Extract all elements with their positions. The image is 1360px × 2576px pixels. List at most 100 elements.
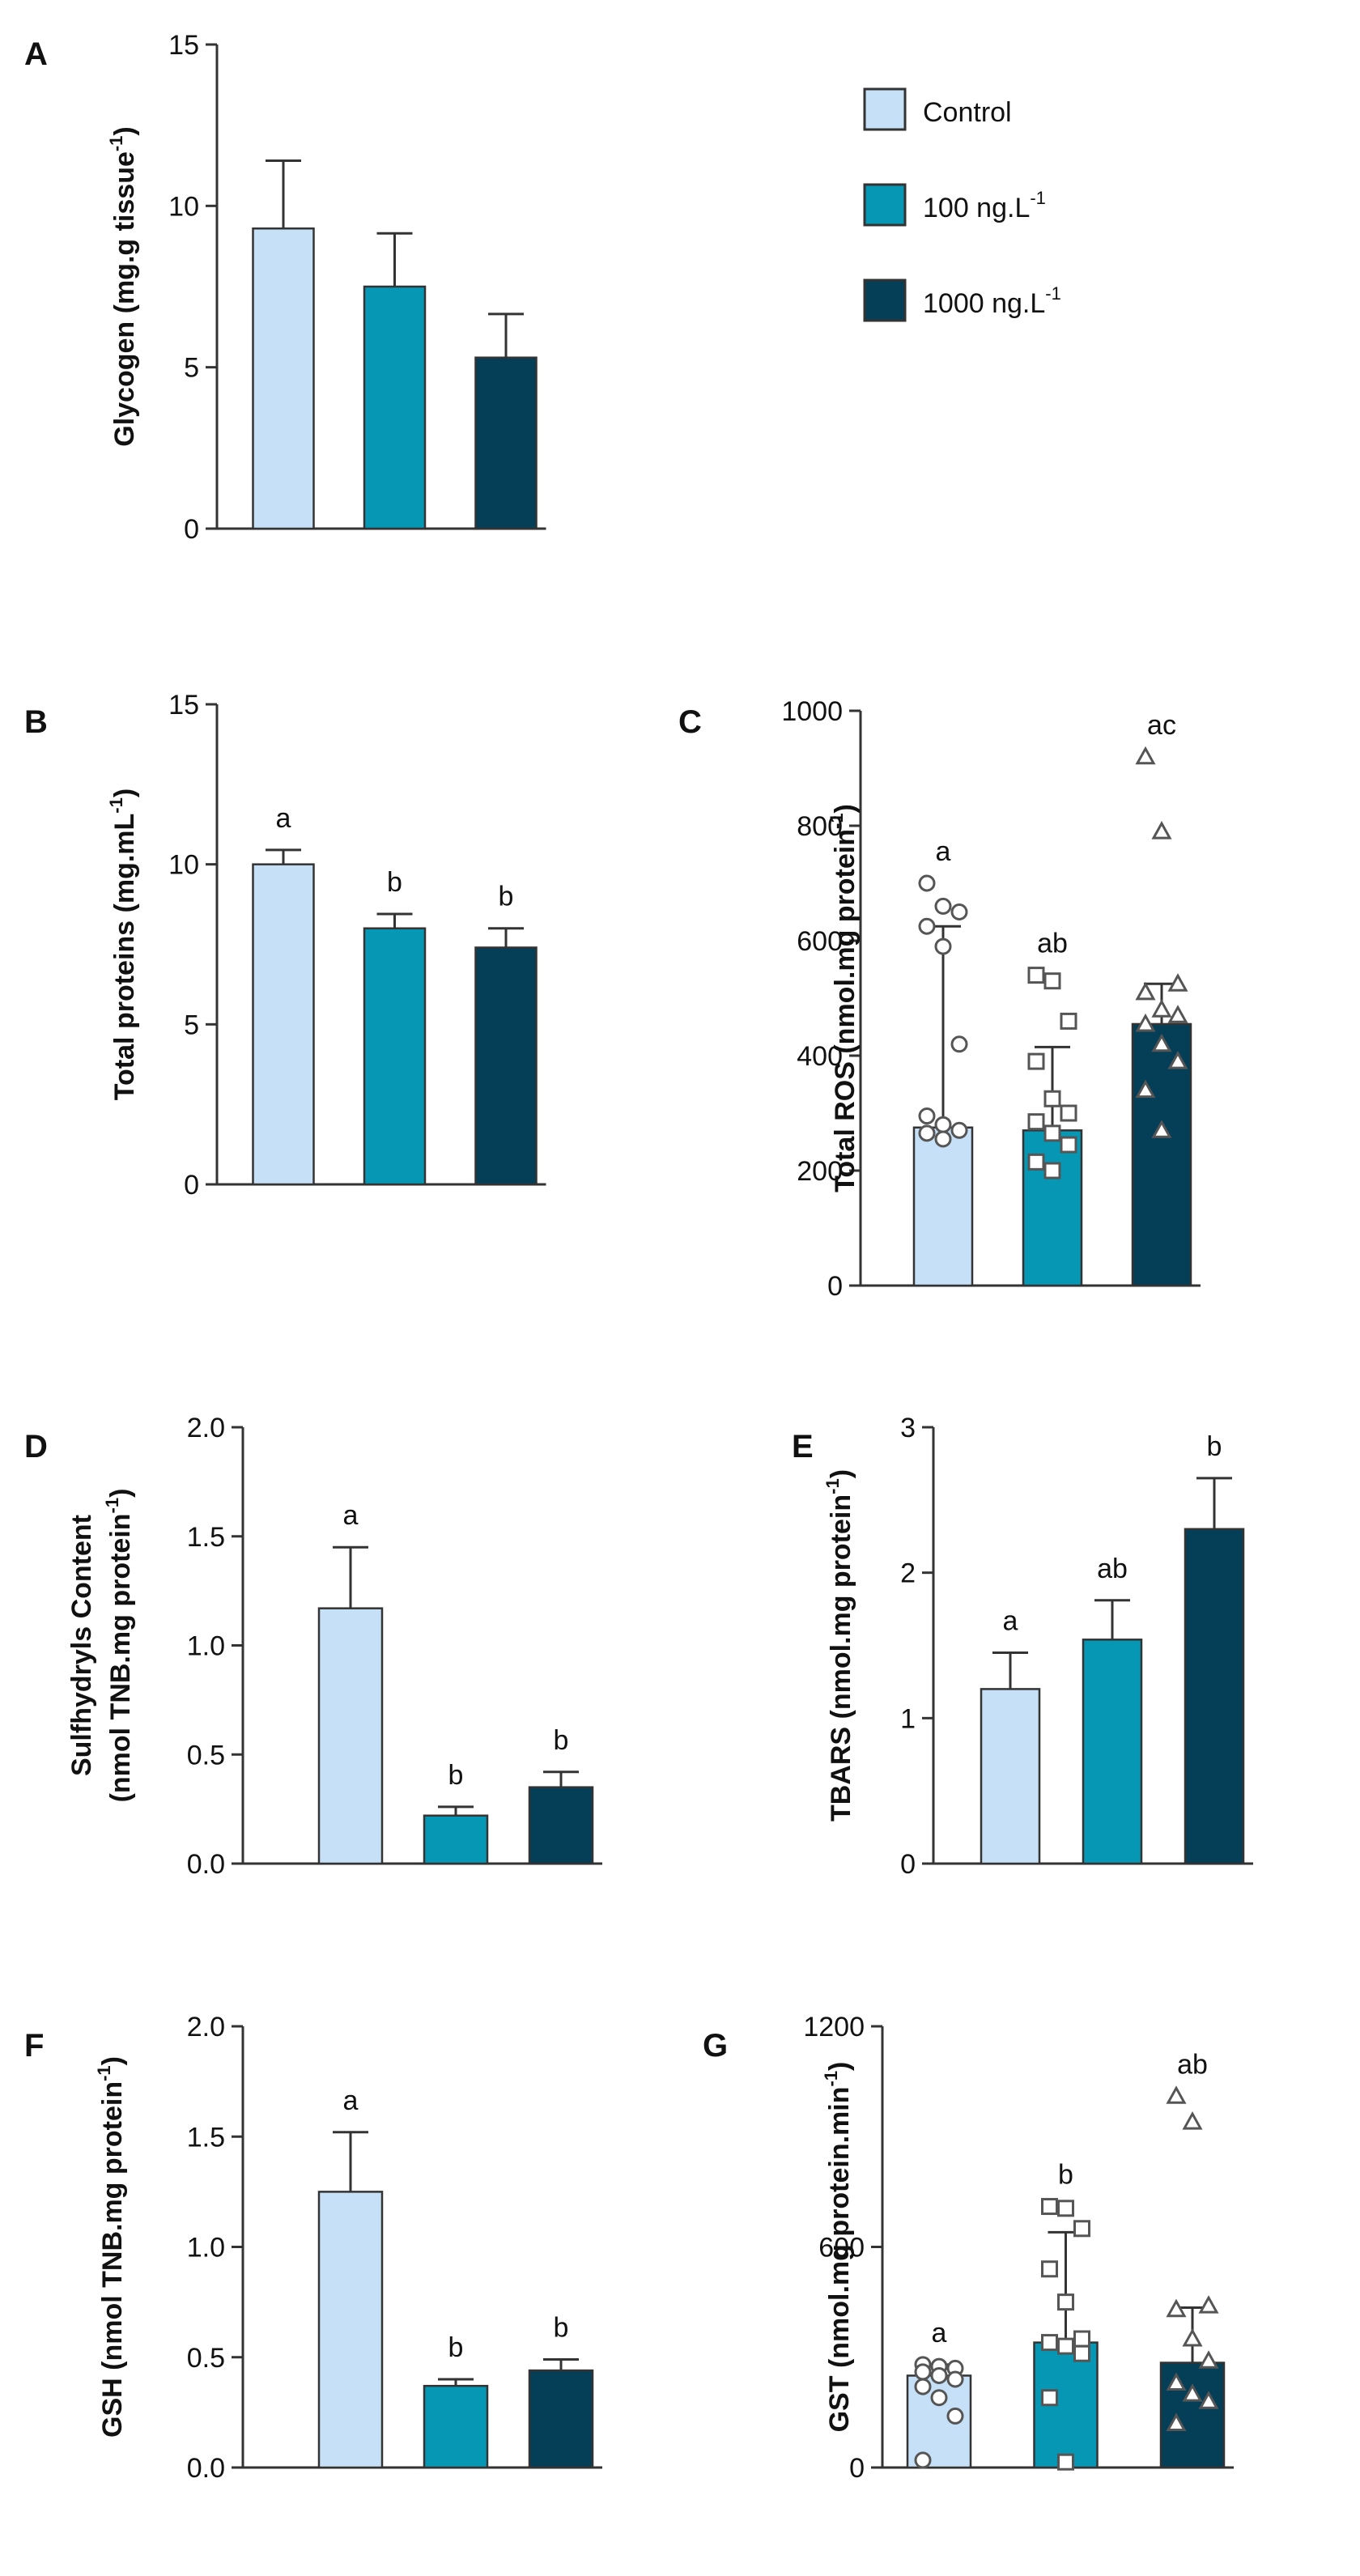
data-point-C-1 — [918, 917, 936, 935]
significance-label-G-2: b — [1058, 2160, 1073, 2191]
y-axis-title-A-close: ) — [109, 126, 140, 135]
y-tick-label-C: 600 — [797, 926, 843, 957]
y-tick-label-E: 3 — [900, 1413, 916, 1443]
significance-label-B-2: b — [387, 867, 402, 898]
y-tick-label-D: 0.0 — [187, 1849, 225, 1880]
legend: Control 100 ng.L-1 1000 ng.L-1 — [863, 87, 1061, 322]
bar-F-2 — [423, 2384, 489, 2469]
y-axis-title-A: Glycogen (mg.g tissue-1) — [106, 126, 140, 447]
y-tick-label-B: 15 — [168, 690, 199, 721]
data-point-C-2 — [1027, 1113, 1045, 1131]
data-point-G-1 — [914, 2451, 932, 2469]
data-point-C-3 — [1135, 1013, 1156, 1032]
bar-F-3 — [528, 2369, 594, 2469]
data-point-G-2 — [1041, 2389, 1058, 2407]
panel-letter-B: B — [24, 704, 48, 740]
bar-D-2 — [423, 1814, 489, 1865]
significance-label-G-1: a — [932, 2318, 947, 2349]
y-axis-title-F-close: ) — [97, 2056, 128, 2065]
y-axis-title-G-close: ) — [824, 2062, 855, 2071]
y-tick-label-G: 600 — [818, 2233, 865, 2264]
data-point-G-2 — [1073, 2344, 1090, 2362]
bar-F-1 — [317, 2191, 384, 2469]
bar-E-3 — [1184, 1528, 1245, 1865]
data-point-C-1 — [934, 1130, 952, 1148]
legend-swatch-control — [863, 87, 907, 131]
significance-label-F-1: a — [343, 2085, 359, 2116]
y-tick-label-A: 10 — [168, 191, 199, 222]
data-point-C-1 — [918, 1107, 936, 1125]
y-axis-title-C: Total ROS (nmol.mg protein-1) — [827, 804, 861, 1192]
significance-label-F-3: b — [554, 2312, 569, 2343]
y-tick-label-F: 1.5 — [187, 2122, 225, 2153]
significance-label-G-3: ab — [1177, 2049, 1208, 2080]
data-point-C-2 — [1027, 1052, 1045, 1070]
data-point-G-1 — [946, 2370, 964, 2388]
y-tick-label-C: 200 — [797, 1156, 843, 1187]
y-axis-title-G-sup: -1 — [821, 2071, 841, 2087]
y-axis-title2-D-main: (nmol TNB.mg protein — [105, 1513, 136, 1802]
y-tick-label-D: 2.0 — [187, 1413, 225, 1443]
data-point-G-1 — [914, 2378, 932, 2395]
data-point-G-1 — [930, 2389, 948, 2407]
y-axis-title-F-main: GSH (nmol TNB.mg protein — [97, 2081, 128, 2438]
y-tick-label-E: 1 — [900, 1703, 916, 1734]
data-point-G-3 — [1182, 2111, 1203, 2130]
data-point-G-2 — [1041, 2260, 1058, 2278]
y-tick-label-B: 10 — [168, 850, 199, 881]
panel-letter-F: F — [24, 2028, 44, 2064]
data-point-C-3 — [1151, 1033, 1172, 1052]
data-point-C-3 — [1151, 999, 1172, 1018]
panel-letter-E: E — [792, 1429, 814, 1464]
y-axis-title2-D: (nmol TNB.mg protein-1) — [102, 1489, 136, 1803]
y-tick-label-D: 0.5 — [187, 1740, 225, 1770]
y-tick-label-F: 2.0 — [187, 2012, 225, 2043]
y-axis-title2-D-sup: -1 — [102, 1498, 122, 1514]
y-axis-title-E-sup: -1 — [822, 1478, 843, 1494]
y-tick-label-F: 1.0 — [187, 2233, 225, 2264]
data-point-G-2 — [1073, 2330, 1090, 2348]
significance-label-E-3: b — [1207, 1431, 1222, 1462]
bar-B-1 — [252, 863, 315, 1186]
significance-label-F-2: b — [448, 2332, 464, 2363]
panel-B: B 0 5 10 15 Total proteins (mg.mL-1) a b b — [24, 690, 546, 1201]
data-point-C-1 — [934, 1116, 952, 1133]
y-tick-label-F: 0.0 — [187, 2453, 225, 2484]
bar-E-2 — [1082, 1639, 1143, 1865]
data-point-C-3 — [1135, 746, 1156, 765]
significance-label-E-2: ab — [1097, 1554, 1128, 1584]
data-point-G-2 — [1057, 2453, 1074, 2471]
bar-A-2 — [363, 285, 427, 530]
data-point-G-3 — [1166, 2298, 1187, 2318]
bar-B-3 — [474, 946, 538, 1186]
data-point-G-2 — [1041, 2334, 1058, 2352]
y-axis-title-D-main: Sulfhydryls Content — [66, 1515, 97, 1776]
data-point-C-1 — [950, 1035, 968, 1053]
legend-swatch-100 — [863, 183, 907, 227]
bar-D-1 — [317, 1607, 384, 1865]
data-point-G-3 — [1198, 2295, 1219, 2314]
significance-label-D-1: a — [343, 1500, 359, 1531]
y-axis-title2-D-close: ) — [105, 1489, 136, 1498]
data-point-G-2 — [1041, 2198, 1058, 2216]
data-point-G-3 — [1166, 2412, 1187, 2431]
legend-label-control: Control — [923, 97, 1012, 128]
data-point-C-1 — [950, 903, 968, 920]
y-tick-label-G: 0 — [849, 2453, 865, 2484]
panel-A: A 0 5 10 15 Glycogen (mg.g tissue-1) — [24, 30, 546, 545]
legend-entry-1000: 1000 ng.L-1 — [863, 278, 1061, 322]
data-point-G-3 — [1198, 2350, 1219, 2369]
data-point-G-2 — [1057, 2337, 1074, 2355]
y-axis-title-E-close: ) — [826, 1469, 856, 1478]
data-point-C-1 — [934, 937, 952, 955]
panel-letter-C: C — [678, 704, 702, 740]
panel-letter-A: A — [24, 36, 48, 72]
bar-D-3 — [528, 1786, 594, 1865]
y-tick-label-G: 1200 — [803, 2012, 865, 2043]
data-point-C-2 — [1043, 972, 1061, 990]
y-tick-label-F: 0.5 — [187, 2343, 225, 2374]
data-point-C-1 — [950, 1121, 968, 1139]
